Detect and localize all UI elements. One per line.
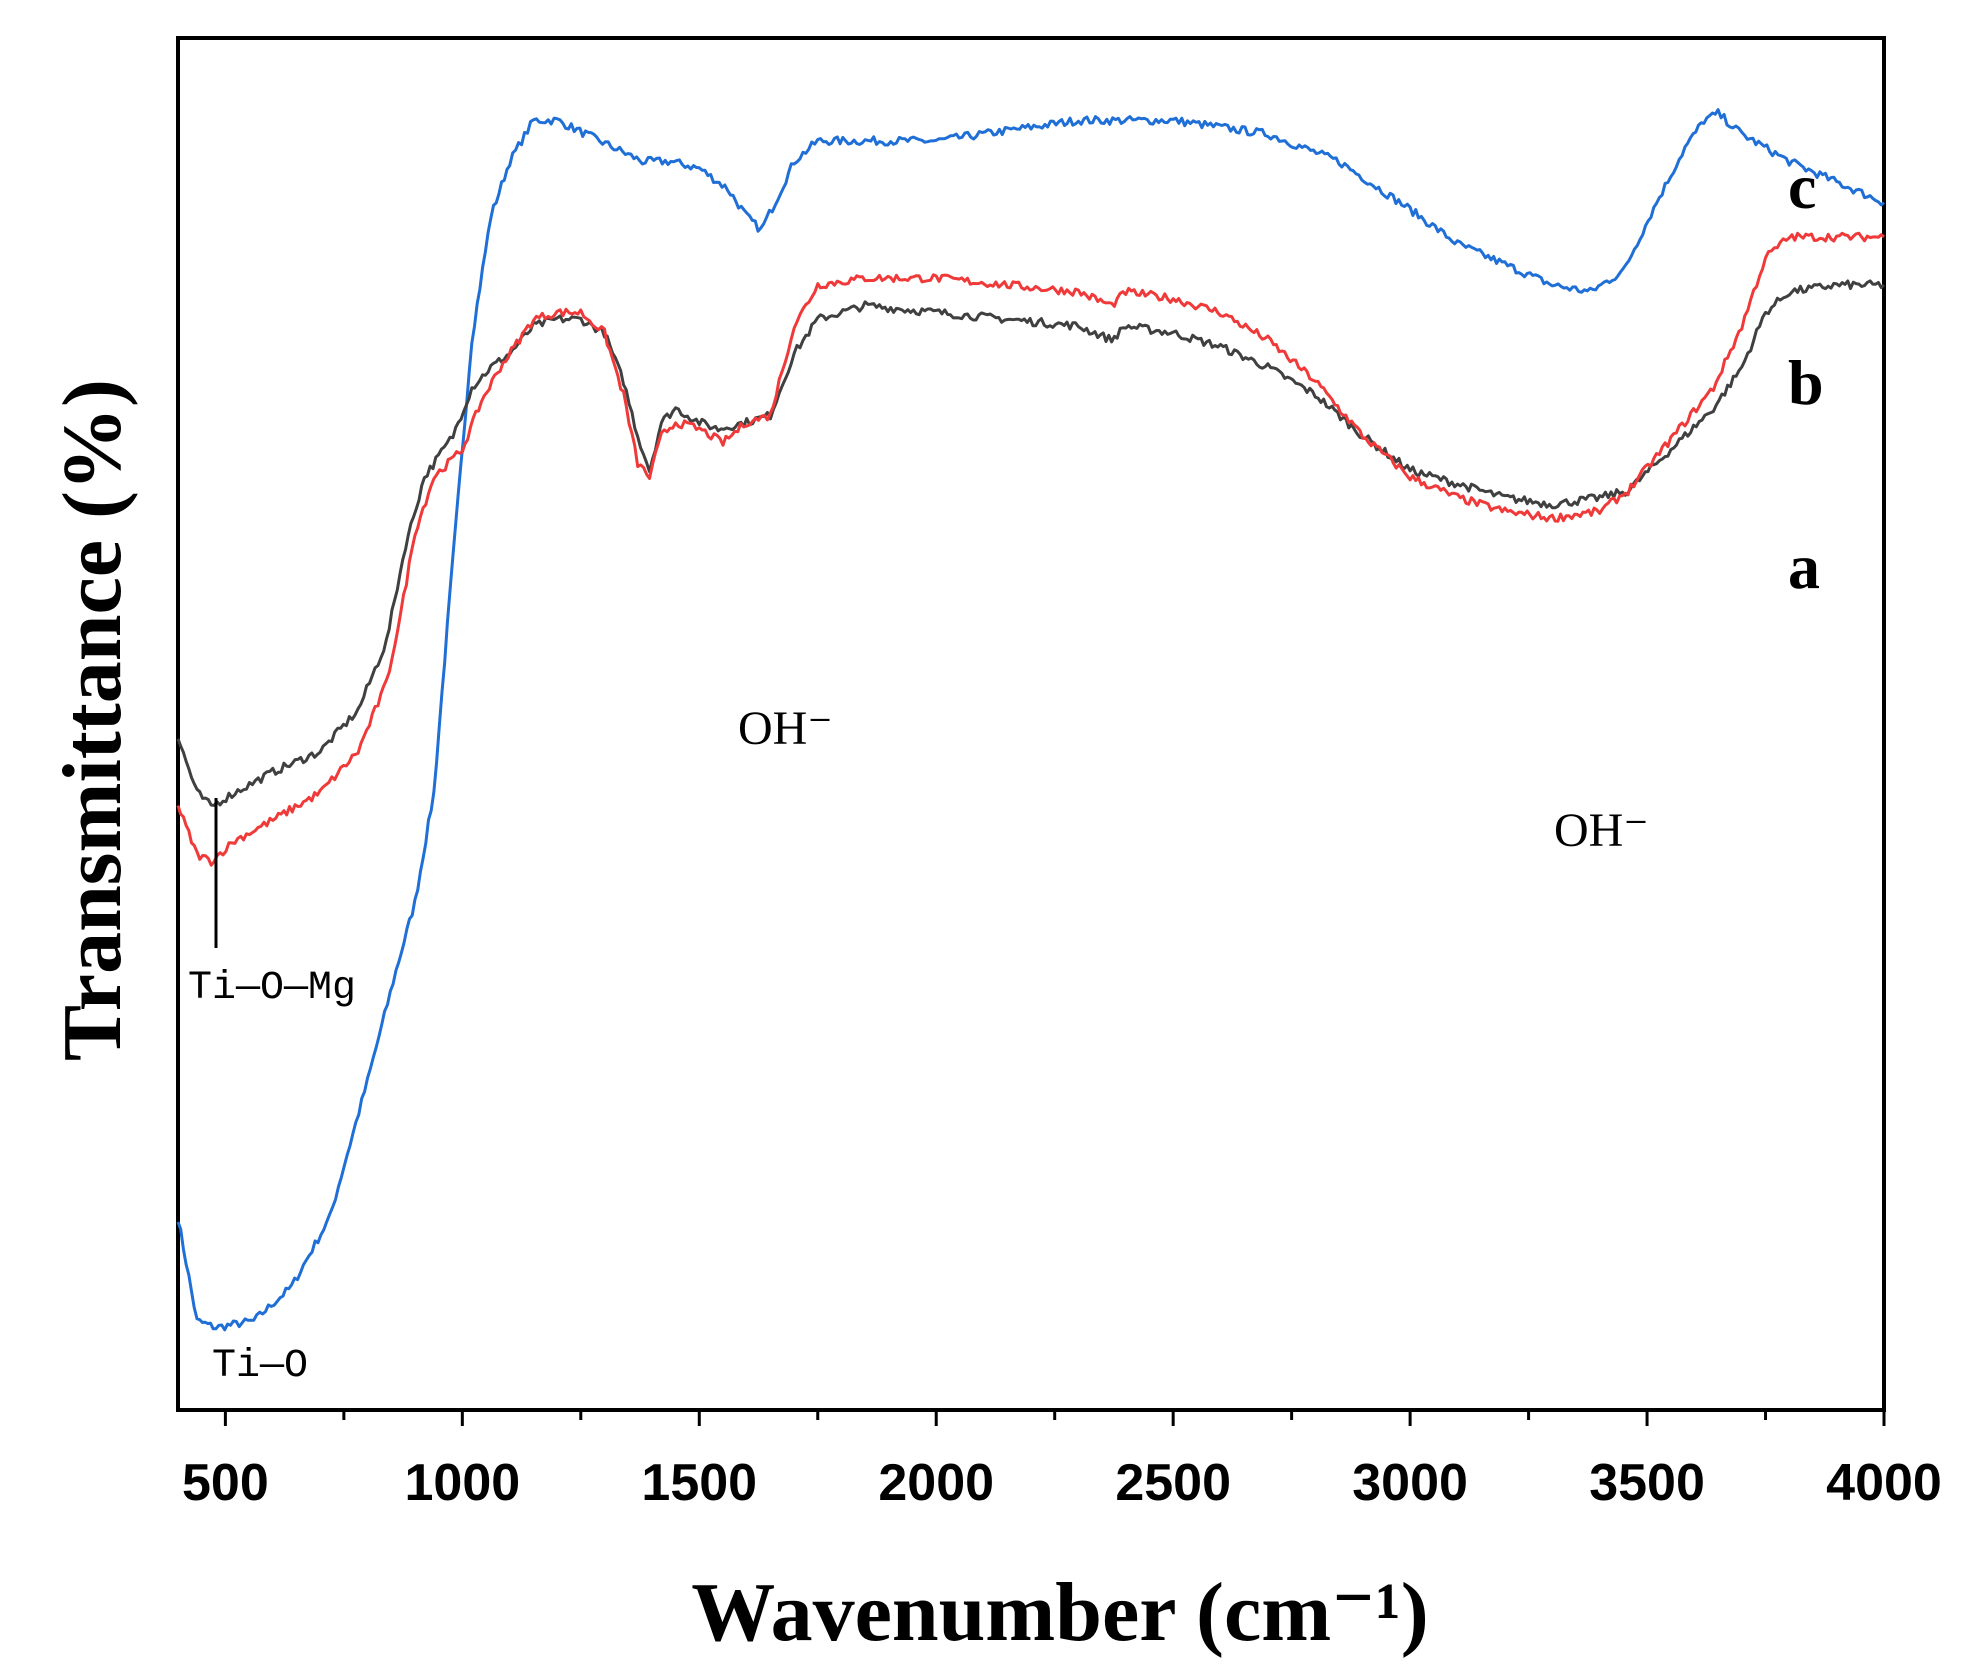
plot-frame xyxy=(176,36,1886,1412)
series-line-b xyxy=(176,279,1885,807)
x-tick-label: 2500 xyxy=(1115,1454,1231,1512)
x-ticks xyxy=(223,1410,1886,1426)
annotation-ti-o: Ti—O xyxy=(212,1344,308,1389)
series-label-c: c xyxy=(1788,151,1816,222)
x-tick-label: 1500 xyxy=(641,1454,757,1512)
series-lines xyxy=(176,108,1885,1332)
series-label-b: b xyxy=(1788,347,1824,418)
x-tick-label: 4000 xyxy=(1826,1454,1942,1512)
series-label-a: a xyxy=(1788,531,1820,602)
x-tick-label: 2000 xyxy=(878,1454,994,1512)
annotation-oh-2: OH⁻ xyxy=(1554,804,1649,857)
x-tick-label: 3000 xyxy=(1352,1454,1468,1512)
annotation-ti-o-mg: Ti—O—Mg xyxy=(188,966,356,1011)
annotation-oh-1: OH⁻ xyxy=(738,702,833,755)
x-tick-label: 3500 xyxy=(1589,1454,1705,1512)
x-tick-label: 500 xyxy=(182,1454,269,1512)
y-axis-title: Transmittance (%) xyxy=(46,379,139,1061)
x-axis-title: Wavenumber (cm⁻¹) xyxy=(691,1566,1429,1659)
series-line-a xyxy=(176,108,1885,1332)
x-tick-labels: 500 1000 1500 2000 2500 3000 3500 4000 xyxy=(182,1454,1942,1512)
x-tick-label: 1000 xyxy=(404,1454,520,1512)
series-line-c xyxy=(176,231,1885,867)
